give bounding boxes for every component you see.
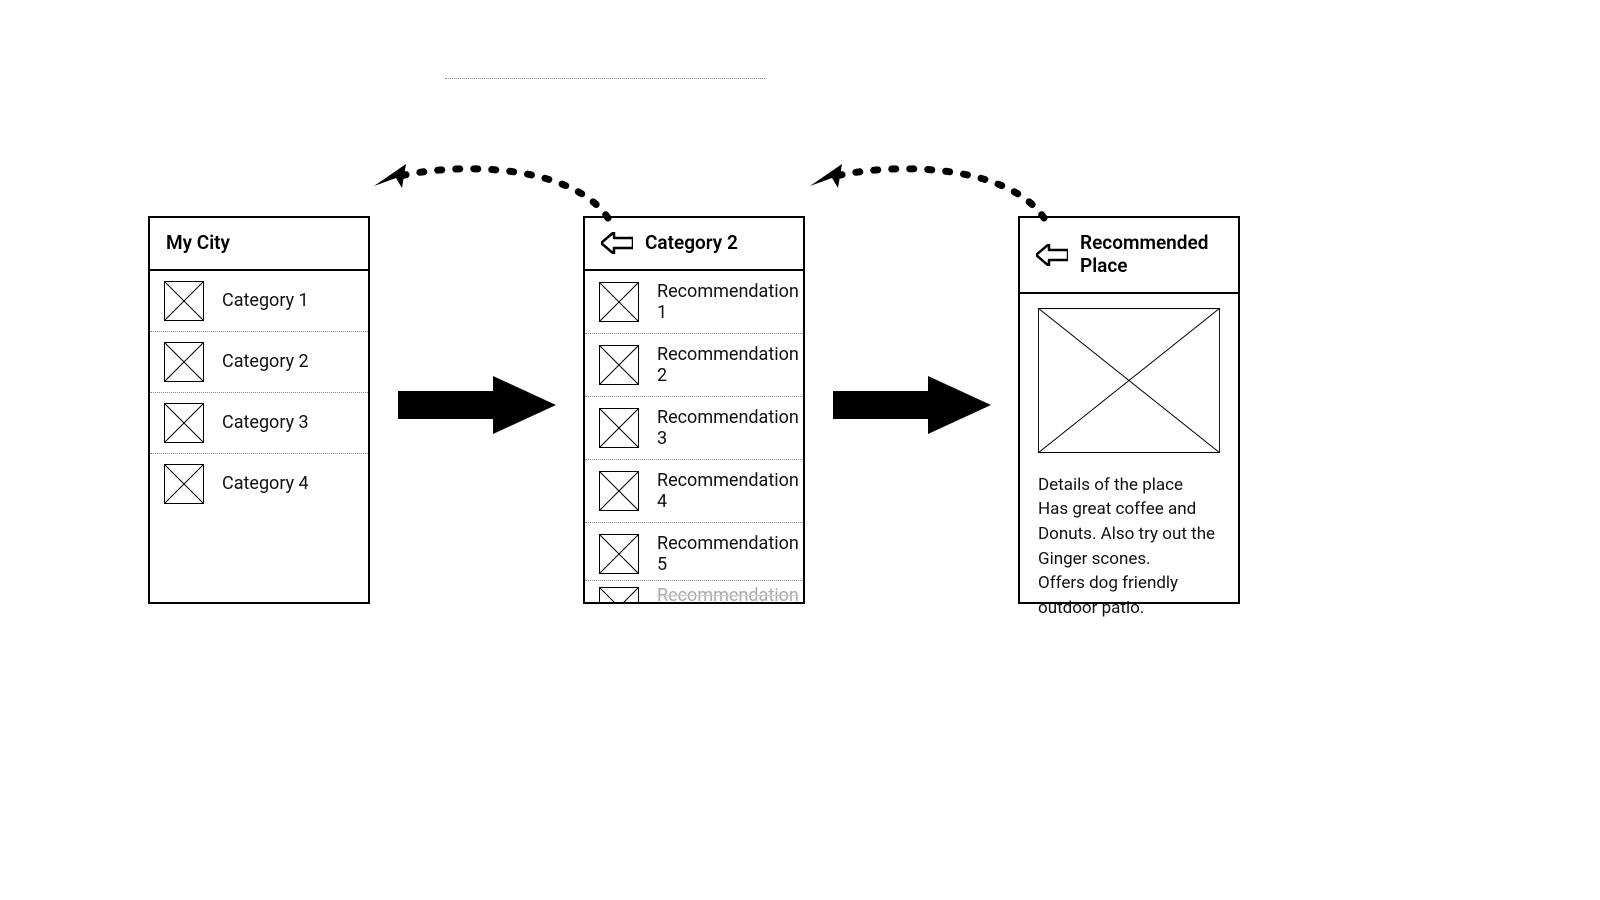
placeholder-image-icon <box>164 403 204 443</box>
place-detail-body: Details of the place Has great coffee an… <box>1020 294 1238 635</box>
placeholder-image-icon <box>599 471 639 511</box>
category-list-item[interactable]: Category 4 <box>150 454 368 514</box>
screen-place-detail: Recommended Place Details of the place H… <box>1018 216 1240 604</box>
panel2-header: Category 2 <box>585 218 803 271</box>
category-list-item[interactable]: Category 1 <box>150 271 368 332</box>
back-arrow-icon[interactable] <box>601 232 633 254</box>
list-item-label: Recommendation 3 <box>657 407 799 449</box>
list-item-label: Recommendation 1 <box>657 281 799 323</box>
list-item-label: Recommendation 4 <box>657 470 799 512</box>
forward-arrow-icon <box>833 376 991 434</box>
forward-arrow-icon <box>398 376 556 434</box>
place-detail-text: Details of the place Has great coffee an… <box>1038 473 1220 621</box>
panel3-header: Recommended Place <box>1020 218 1238 294</box>
recommendation-list-item[interactable]: Recommendation 4 <box>585 460 803 523</box>
category-list: Category 1 Category 2 Category 3 Category 4 <box>150 271 368 514</box>
list-item-label: Recommendation 2 <box>657 344 799 386</box>
placeholder-image-icon <box>164 464 204 504</box>
panel2-title: Category 2 <box>645 232 738 255</box>
category-list-item[interactable]: Category 3 <box>150 393 368 454</box>
screen-recommendations: Category 2 Recommendation 1Recommendatio… <box>583 216 805 604</box>
back-navigation-arrow-icon <box>370 152 616 224</box>
back-navigation-arrow-icon <box>806 152 1052 224</box>
placeholder-image-icon <box>599 587 639 602</box>
placeholder-image-icon <box>599 345 639 385</box>
place-hero-image <box>1038 308 1220 453</box>
recommendation-list-item[interactable]: Recommendation 3 <box>585 397 803 460</box>
list-item-label: Recommendation 5 <box>657 533 799 575</box>
recommendation-list-item[interactable]: Recommendation 2 <box>585 334 803 397</box>
placeholder-image-icon <box>599 534 639 574</box>
screen-categories: My City Category 1Category 2Category 3Ca… <box>148 216 370 604</box>
list-item-label-partial: Recommendation 6 <box>657 585 799 602</box>
recommendation-list: Recommendation 1 Recommendation 2 Recommen… <box>585 271 803 580</box>
list-item-partial[interactable]: Recommendation 6 <box>585 580 803 602</box>
back-arrow-icon[interactable] <box>1036 244 1068 266</box>
panel1-header: My City <box>150 218 368 271</box>
list-item-label: Category 3 <box>222 412 309 433</box>
list-item-label: Category 2 <box>222 351 309 372</box>
placeholder-image-icon <box>599 408 639 448</box>
panel3-title: Recommended Place <box>1080 232 1222 278</box>
category-list-item[interactable]: Category 2 <box>150 332 368 393</box>
placeholder-image-icon <box>164 342 204 382</box>
decorative-dotted-line <box>445 78 765 79</box>
recommendation-list-item[interactable]: Recommendation 5 <box>585 523 803 580</box>
panel1-title: My City <box>166 232 230 255</box>
placeholder-image-icon <box>164 281 204 321</box>
list-item-label: Category 1 <box>222 290 309 311</box>
list-item-label: Category 4 <box>222 473 309 494</box>
placeholder-image-icon <box>599 282 639 322</box>
recommendation-list-item[interactable]: Recommendation 1 <box>585 271 803 334</box>
